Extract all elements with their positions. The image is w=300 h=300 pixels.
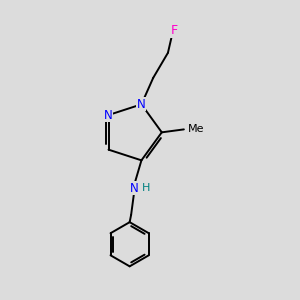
- Text: F: F: [170, 24, 177, 37]
- Text: N: N: [130, 182, 138, 195]
- Text: N: N: [104, 109, 113, 122]
- Text: H: H: [142, 183, 150, 193]
- Text: N: N: [137, 98, 146, 111]
- Text: Me: Me: [188, 124, 205, 134]
